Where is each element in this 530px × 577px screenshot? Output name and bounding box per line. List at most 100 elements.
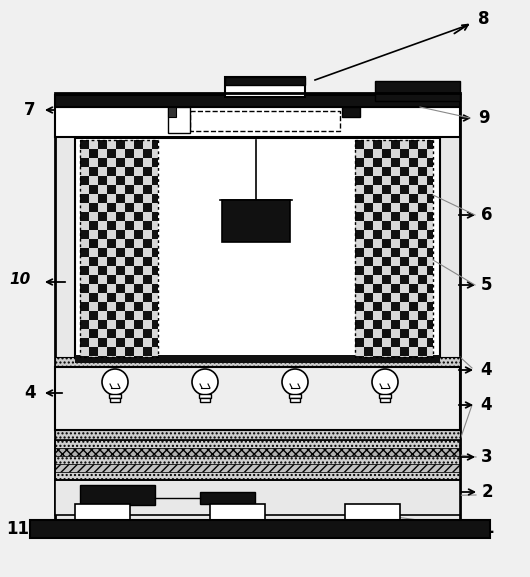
Bar — [80, 185, 89, 194]
Bar — [116, 266, 125, 275]
Bar — [109, 394, 121, 398]
Bar — [364, 293, 373, 302]
Bar — [364, 239, 373, 248]
Bar — [364, 329, 373, 338]
Bar — [143, 239, 152, 248]
Bar — [98, 221, 107, 230]
Bar — [355, 239, 364, 248]
Bar — [382, 176, 391, 185]
Bar — [364, 194, 373, 203]
Bar — [210, 504, 265, 521]
Bar — [55, 107, 460, 137]
Bar — [125, 149, 134, 158]
Bar — [427, 176, 433, 185]
Bar — [89, 347, 98, 356]
Bar — [143, 176, 152, 185]
Bar — [373, 275, 382, 284]
Bar — [80, 230, 89, 239]
Text: 3: 3 — [481, 448, 492, 466]
Bar — [418, 284, 427, 293]
Bar — [345, 504, 400, 521]
Bar — [98, 284, 107, 293]
Bar — [134, 158, 143, 167]
Bar — [152, 203, 158, 212]
Bar — [391, 311, 400, 320]
Bar — [418, 257, 427, 266]
Bar — [98, 194, 107, 203]
Bar — [80, 221, 89, 230]
Bar — [355, 212, 364, 221]
Bar — [89, 158, 98, 167]
Bar — [409, 329, 418, 338]
Bar — [168, 107, 176, 117]
Bar — [80, 239, 89, 248]
Bar — [427, 158, 433, 167]
Bar — [355, 194, 364, 203]
Bar — [409, 320, 418, 329]
Bar — [382, 302, 391, 311]
Bar — [107, 284, 116, 293]
Bar — [134, 185, 143, 194]
Bar — [225, 77, 305, 97]
Bar — [391, 284, 400, 293]
Bar — [373, 158, 382, 167]
Bar — [409, 311, 418, 320]
Bar — [80, 158, 89, 167]
Bar — [134, 275, 143, 284]
Bar — [427, 266, 433, 275]
Bar — [391, 320, 400, 329]
Bar — [125, 293, 134, 302]
Bar — [143, 212, 152, 221]
Bar — [116, 257, 125, 266]
Bar — [427, 338, 433, 347]
Bar — [55, 95, 460, 520]
Bar — [152, 338, 158, 347]
Bar — [134, 149, 143, 158]
Bar — [125, 329, 134, 338]
Bar — [409, 248, 418, 257]
Bar — [427, 284, 433, 293]
Bar — [391, 230, 400, 239]
Bar — [116, 194, 125, 203]
Bar — [89, 149, 98, 158]
Bar — [418, 248, 427, 257]
Bar — [409, 176, 418, 185]
Bar — [418, 338, 427, 347]
Bar — [418, 347, 427, 356]
Bar — [143, 248, 152, 257]
Bar — [382, 284, 391, 293]
Bar — [107, 338, 116, 347]
Bar — [125, 239, 134, 248]
Bar — [125, 266, 134, 275]
Bar — [80, 167, 89, 176]
Text: 5: 5 — [481, 276, 492, 294]
Bar — [400, 230, 409, 239]
Bar — [80, 203, 89, 212]
Bar — [409, 347, 418, 356]
Bar — [409, 284, 418, 293]
Bar — [409, 302, 418, 311]
Bar — [98, 356, 107, 357]
Bar — [400, 356, 409, 357]
Bar — [80, 248, 89, 257]
Bar — [107, 149, 116, 158]
Bar — [55, 456, 460, 464]
Bar — [373, 311, 382, 320]
Bar — [116, 230, 125, 239]
Bar — [134, 230, 143, 239]
Bar — [125, 248, 134, 257]
Bar — [382, 194, 391, 203]
Bar — [143, 140, 152, 149]
Bar — [391, 221, 400, 230]
Bar — [89, 203, 98, 212]
Text: 4: 4 — [480, 396, 492, 414]
Bar — [89, 221, 98, 230]
Bar — [355, 338, 364, 347]
Bar — [125, 356, 134, 357]
Bar — [355, 248, 364, 257]
Bar — [80, 140, 89, 149]
Bar — [143, 230, 152, 239]
Bar — [427, 140, 433, 149]
Bar — [409, 293, 418, 302]
Bar — [80, 149, 89, 158]
